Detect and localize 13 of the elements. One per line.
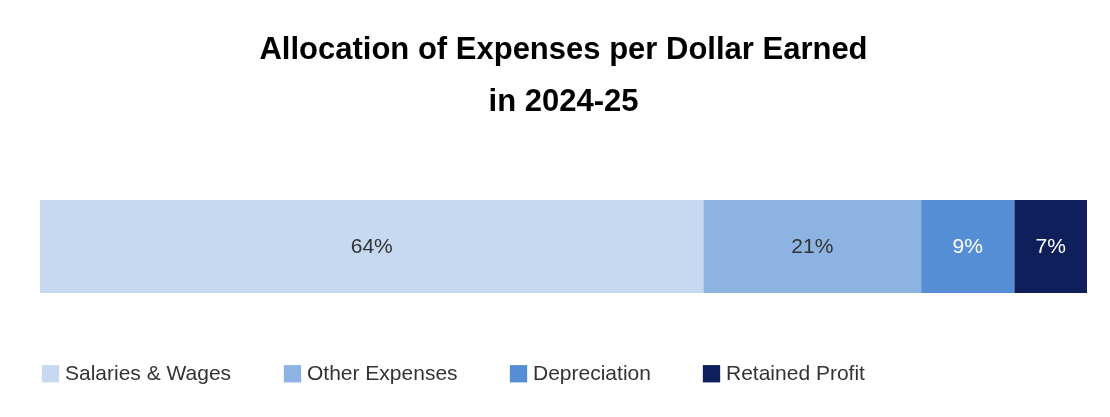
bar: [703, 200, 922, 293]
data-label: 7%: [1035, 233, 1066, 257]
data-label: 9%: [952, 233, 983, 257]
legend-label: Depreciation: [533, 360, 651, 384]
bar: [921, 200, 1015, 293]
bar: [40, 200, 704, 293]
data-label: 21%: [791, 233, 834, 257]
chart-title: Allocation of Expenses per Dollar Earned in 2024-25: [259, 31, 868, 118]
legend-label: Other Expenses: [307, 360, 458, 384]
legend-label: Salaries & Wages: [65, 360, 232, 384]
legend-label: Retained Profit: [726, 360, 866, 384]
data-label: 64%: [350, 233, 393, 257]
bar: [1014, 200, 1087, 293]
